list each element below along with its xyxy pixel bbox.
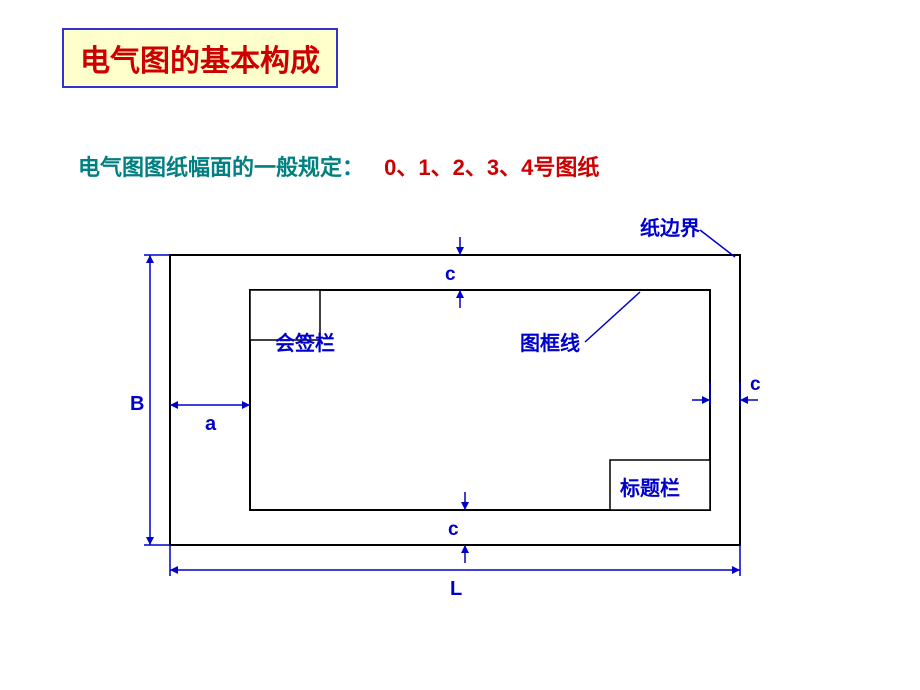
label-c-bottom: c: [448, 519, 459, 540]
label-sign-box: 会签栏: [275, 331, 335, 355]
page-title: 电气图的基本构成: [80, 45, 320, 78]
label-c-right: c: [750, 374, 761, 395]
label-title-block: 标题栏: [620, 476, 680, 500]
drawing-format-diagram: 纸边界会签栏 图框线标题栏 B La c c c: [0, 200, 920, 660]
leader-paper-border: [700, 230, 735, 257]
label-a: a: [205, 413, 217, 435]
label-B: B: [130, 393, 144, 415]
label-frame-line: 图框线: [520, 331, 580, 355]
subtitle-left: 电气图图纸幅面的一般规定：: [78, 155, 364, 180]
subtitle-right: 0、1、2、3、4号图纸: [384, 155, 599, 180]
label-paper-border: 纸边界: [640, 216, 700, 240]
page-title-box: 电气图的基本构成: [62, 28, 338, 88]
label-L: L: [450, 578, 462, 600]
label-c-top: c: [445, 264, 456, 285]
leader-frame-line: [585, 292, 640, 342]
subtitle-row: 电气图图纸幅面的一般规定： 0、1、2、3、4号图纸: [78, 150, 599, 182]
